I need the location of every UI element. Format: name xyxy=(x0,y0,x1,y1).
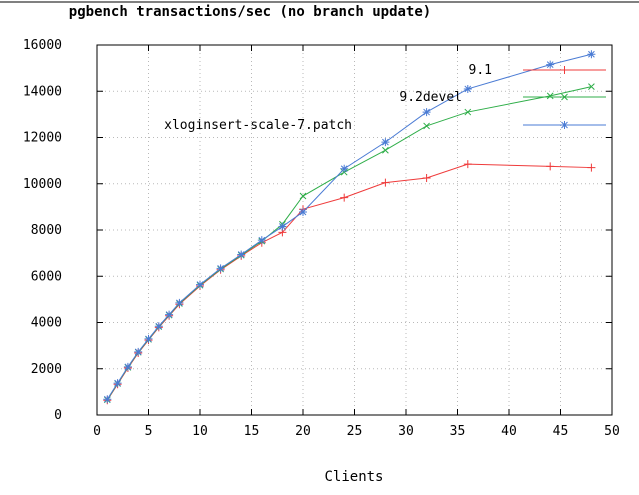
y-tick-label: 2000 xyxy=(31,362,62,377)
y-tick-label: 10000 xyxy=(23,177,62,192)
y-tick-label: 14000 xyxy=(23,84,62,99)
x-tick-label: 40 xyxy=(501,424,517,439)
legend-sample-marker-2 xyxy=(560,121,569,129)
legend-label-0: 9.1 xyxy=(469,63,492,78)
x-tick-label: 35 xyxy=(450,424,466,439)
y-tick-label: 16000 xyxy=(23,38,62,53)
x-tick-label: 15 xyxy=(244,424,260,439)
x-tick-label: 20 xyxy=(295,424,311,439)
series-line-1 xyxy=(106,86,592,401)
legend-label-1: 9.2devel xyxy=(399,90,462,105)
x-tick-label: 50 xyxy=(604,424,620,439)
y-tick-label: 8000 xyxy=(31,223,62,238)
chart-title: pgbench transactions/sec (no branch upda… xyxy=(69,4,431,20)
x-axis-label: Clients xyxy=(324,469,383,485)
y-tick-label: 12000 xyxy=(23,131,62,146)
series-markers-2 xyxy=(103,50,596,404)
x-tick-label: 0 xyxy=(93,424,101,439)
series-line-0 xyxy=(106,163,592,401)
y-tick-label: 4000 xyxy=(31,316,62,331)
legend-sample-marker-0 xyxy=(560,66,569,74)
x-tick-label: 10 xyxy=(192,424,208,439)
y-tick-label: 0 xyxy=(54,408,62,423)
legend-label-2: xloginsert-scale-7.patch xyxy=(164,118,352,133)
x-tick-label: 25 xyxy=(347,424,363,439)
series-line-2 xyxy=(106,53,592,400)
plot-content: 0 5 10 15 20 25 30 35 40 45 50 0 2000 4000 6000 8000 100… xyxy=(23,38,620,439)
x-tick-label: 45 xyxy=(553,424,569,439)
legend-sample-marker-1 xyxy=(561,93,568,101)
plot-border xyxy=(96,44,613,416)
x-tick-label: 30 xyxy=(398,424,414,439)
x-tick-label: 5 xyxy=(145,424,153,439)
series-markers-0 xyxy=(103,160,596,405)
y-tick-label: 6000 xyxy=(31,269,62,284)
